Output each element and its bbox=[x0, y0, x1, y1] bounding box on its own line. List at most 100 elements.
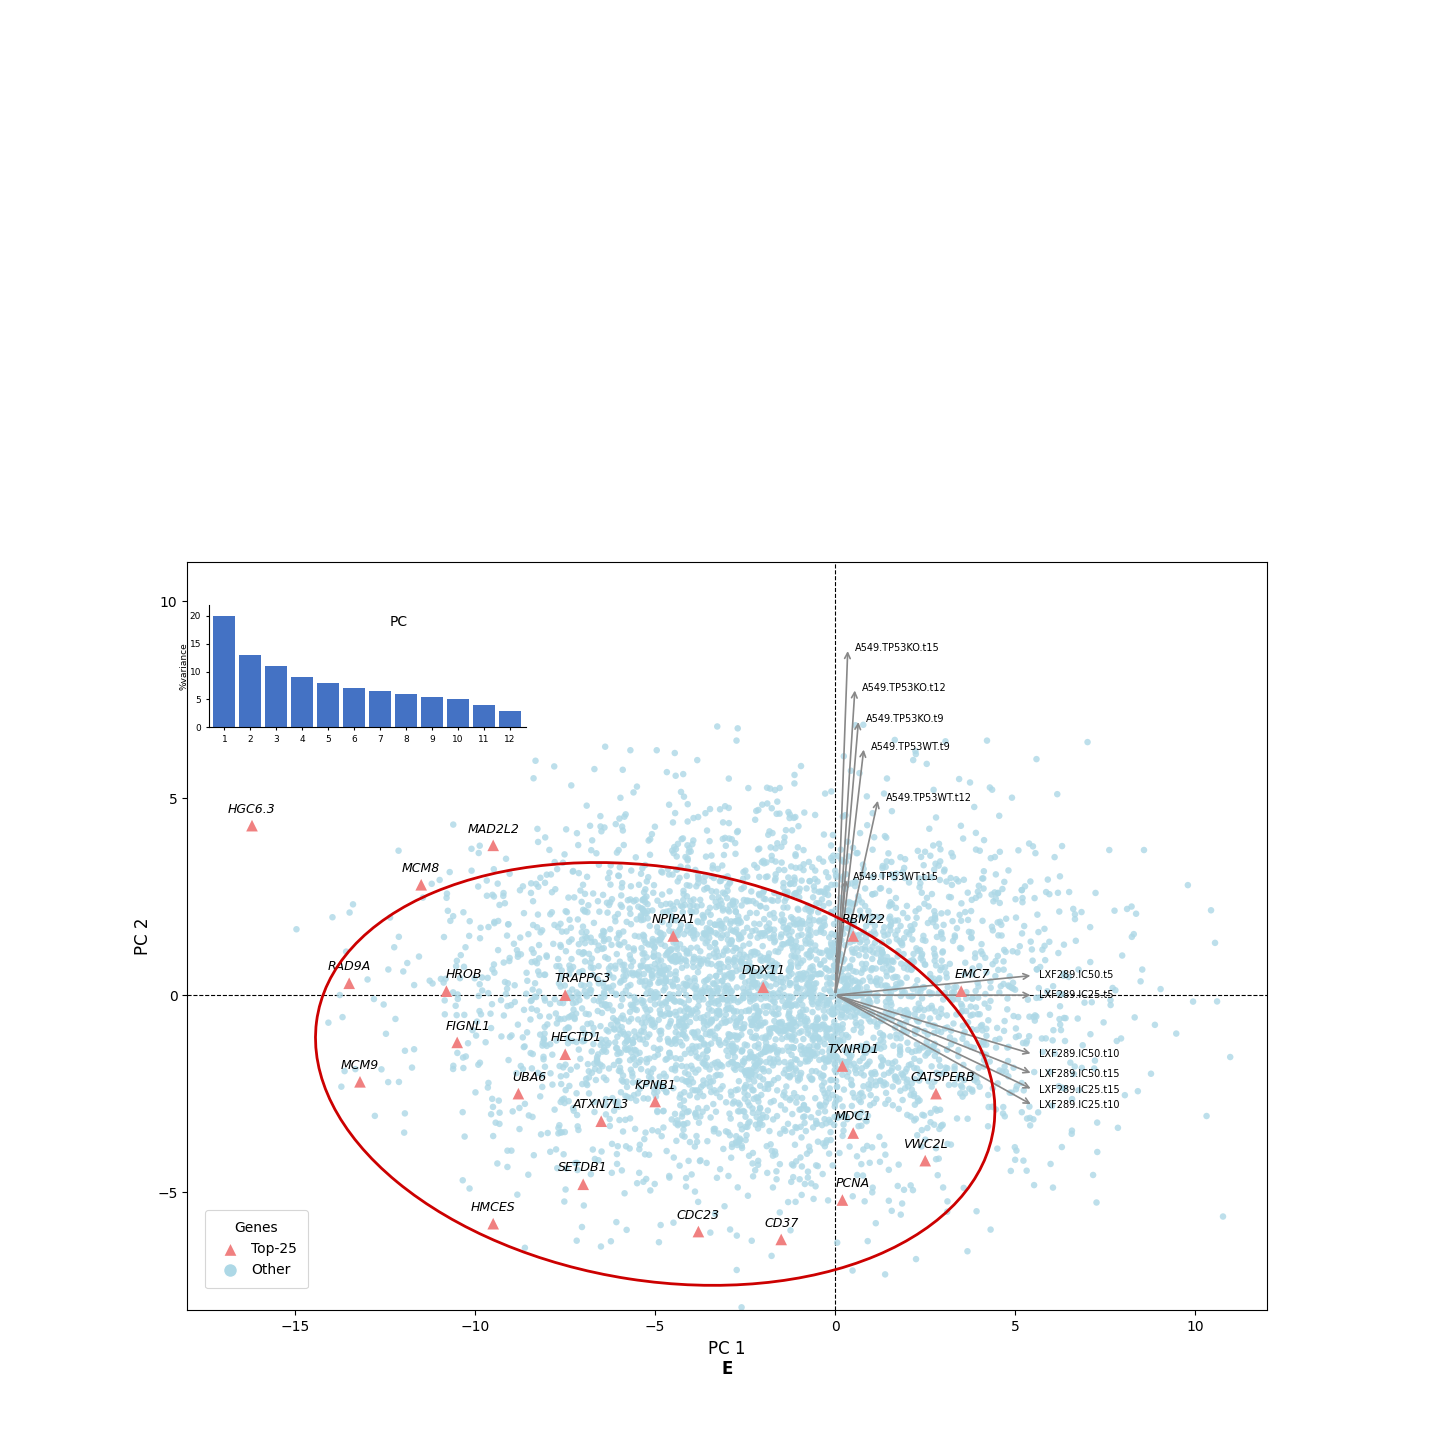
Point bbox=[379, 906, 402, 929]
Point bbox=[792, 999, 815, 1022]
Point bbox=[780, 1153, 804, 1176]
Point bbox=[752, 1103, 775, 1126]
Bar bbox=[343, 688, 366, 727]
Point bbox=[647, 943, 670, 966]
Bar bbox=[265, 665, 288, 727]
Point bbox=[553, 1007, 576, 1030]
Point bbox=[749, 1112, 772, 1135]
Point bbox=[760, 822, 783, 845]
Point bbox=[972, 1056, 995, 1079]
Point bbox=[779, 1017, 802, 1040]
Point bbox=[677, 989, 700, 1012]
Point bbox=[622, 985, 645, 1008]
Point bbox=[740, 1014, 763, 1037]
Point bbox=[648, 1231, 671, 1254]
Point bbox=[819, 1129, 842, 1152]
Point bbox=[950, 995, 973, 1018]
Point bbox=[766, 1043, 789, 1066]
Point bbox=[770, 851, 793, 874]
Point bbox=[628, 1161, 651, 1184]
Point bbox=[733, 1076, 756, 1099]
Point bbox=[675, 864, 698, 887]
Point bbox=[913, 998, 936, 1021]
Point bbox=[792, 1094, 815, 1117]
Point bbox=[923, 949, 946, 972]
Point bbox=[664, 968, 687, 991]
Point bbox=[857, 1053, 880, 1076]
Point bbox=[609, 1007, 632, 1030]
Point bbox=[805, 1112, 828, 1135]
Point bbox=[526, 952, 549, 975]
Point bbox=[1053, 962, 1076, 985]
Point bbox=[841, 837, 864, 860]
Point bbox=[880, 913, 903, 936]
Point bbox=[609, 971, 632, 994]
Point bbox=[691, 1074, 714, 1097]
Point bbox=[768, 884, 791, 907]
Point bbox=[498, 1025, 521, 1048]
Point bbox=[730, 948, 753, 971]
Point bbox=[818, 1045, 841, 1068]
Point bbox=[672, 923, 696, 946]
Point bbox=[1015, 1107, 1038, 1130]
Point bbox=[671, 1022, 694, 1045]
Point bbox=[842, 923, 865, 946]
Point bbox=[602, 1054, 625, 1077]
Point bbox=[723, 1001, 746, 1024]
Point bbox=[487, 873, 510, 896]
Point bbox=[750, 1106, 773, 1129]
Point bbox=[756, 776, 779, 799]
Point bbox=[874, 855, 897, 878]
Point bbox=[700, 864, 723, 887]
Point bbox=[723, 949, 746, 972]
Point bbox=[750, 975, 773, 998]
Point bbox=[657, 1015, 680, 1038]
Point bbox=[642, 1057, 665, 1080]
Point bbox=[798, 906, 821, 929]
Point bbox=[916, 1022, 939, 1045]
Point bbox=[812, 880, 835, 903]
Point bbox=[808, 891, 831, 914]
Point bbox=[672, 972, 696, 995]
Point bbox=[854, 1041, 877, 1064]
Point bbox=[814, 883, 837, 906]
Point bbox=[719, 871, 742, 894]
Point bbox=[855, 1004, 878, 1027]
Point bbox=[965, 996, 988, 1020]
Point bbox=[877, 1089, 900, 1112]
Point bbox=[619, 1048, 642, 1071]
Point bbox=[780, 929, 804, 952]
Point bbox=[946, 917, 969, 940]
Point bbox=[595, 1040, 618, 1063]
Point bbox=[527, 903, 550, 926]
Point bbox=[680, 1001, 703, 1024]
Point bbox=[714, 834, 737, 857]
Point bbox=[828, 896, 851, 919]
Point bbox=[1086, 1112, 1109, 1135]
Point bbox=[700, 991, 723, 1014]
Point bbox=[760, 848, 783, 871]
Point bbox=[593, 981, 616, 1004]
Point bbox=[804, 1087, 827, 1110]
Point bbox=[798, 1139, 821, 1162]
Point bbox=[730, 1117, 753, 1140]
Point bbox=[795, 1047, 818, 1070]
Point bbox=[658, 1002, 681, 1025]
Point bbox=[700, 985, 723, 1008]
Point bbox=[717, 1053, 740, 1076]
Point bbox=[693, 971, 716, 994]
Point bbox=[975, 1024, 998, 1047]
Point bbox=[831, 917, 854, 940]
Point bbox=[1022, 1107, 1045, 1130]
Point bbox=[978, 1096, 1001, 1119]
Point bbox=[451, 1169, 474, 1192]
Point bbox=[827, 943, 850, 966]
Point bbox=[691, 981, 714, 1004]
Point bbox=[544, 1002, 567, 1025]
Point bbox=[802, 986, 825, 1009]
Point bbox=[670, 948, 693, 971]
Point bbox=[837, 985, 860, 1008]
Point bbox=[923, 1032, 946, 1056]
Point bbox=[929, 850, 952, 873]
Point bbox=[842, 1004, 865, 1027]
